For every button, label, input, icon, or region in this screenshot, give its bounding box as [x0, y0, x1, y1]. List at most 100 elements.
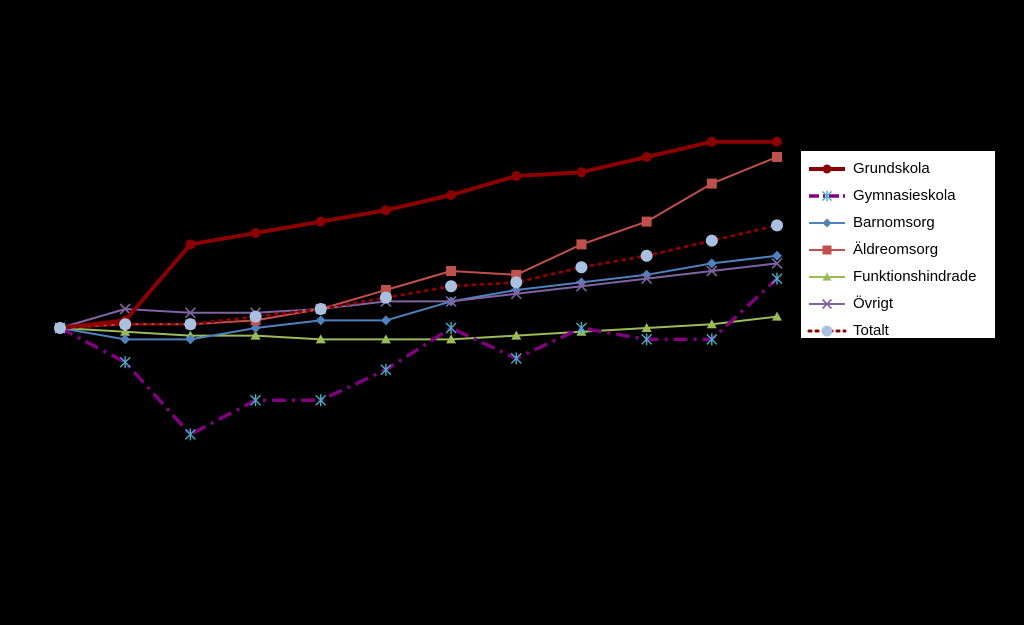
- point--vrigt: [119, 303, 131, 315]
- point--vrigt: [510, 288, 522, 300]
- point--ldreomsorg: [446, 266, 457, 276]
- point-grundskola: [641, 152, 652, 162]
- point--ldreomsorg: [706, 178, 717, 189]
- series-line-barnomsorg: [59, 254, 778, 341]
- point-gymnasieskola: [641, 333, 653, 346]
- point-grundskola: [772, 136, 782, 147]
- point-totalt: [379, 291, 392, 304]
- point--ldreomsorg: [641, 216, 652, 227]
- legend-marker-totalt: [821, 325, 833, 336]
- legend-swatch--ldreomsorg: [809, 245, 845, 254]
- legend-label: Totalt: [853, 322, 889, 339]
- legend-marker-grundskola: [822, 164, 832, 173]
- legend-swatch-grundskola: [809, 164, 845, 173]
- point-grundskola: [380, 205, 391, 216]
- point-grundskola: [185, 239, 196, 250]
- point-barnomsorg: [772, 250, 782, 261]
- legend-item-funktionshindrade: Funktionshindrade: [807, 263, 989, 290]
- point-totalt: [119, 318, 132, 331]
- legend-swatch-barnomsorg: [809, 218, 845, 227]
- legend-label: Funktionshindrade: [853, 268, 977, 285]
- point-grundskola: [315, 216, 326, 227]
- point-totalt: [184, 318, 197, 331]
- series-line--vrigt: [59, 262, 778, 329]
- point-grundskola: [446, 190, 457, 200]
- point-funktionshindrade: [511, 330, 522, 340]
- series-line-grundskola: [59, 139, 777, 330]
- point--ldreomsorg: [511, 269, 522, 280]
- point--vrigt: [184, 307, 196, 319]
- series-line-totalt: [58, 223, 779, 330]
- legend-label: Äldreomsorg: [853, 241, 939, 258]
- legend-label: Gymnasieskola: [853, 187, 956, 204]
- series-layer: [54, 136, 783, 441]
- legend-label: Övrigt: [853, 295, 894, 312]
- point-barnomsorg: [250, 323, 261, 333]
- legend-marker--ldreomsorg: [822, 245, 832, 254]
- point-funktionshindrade: [250, 330, 261, 340]
- series-line-funktionshindrade: [59, 315, 778, 341]
- point-barnomsorg: [185, 334, 196, 345]
- point-totalt: [705, 234, 718, 247]
- point-gymnasieskola: [575, 322, 587, 334]
- point-gymnasieskola: [771, 272, 783, 285]
- point-totalt: [640, 249, 653, 262]
- legend-label: Grundskola: [853, 160, 930, 177]
- point-totalt: [314, 303, 327, 315]
- point-gymnasieskola: [380, 363, 392, 376]
- point-grundskola: [250, 228, 261, 238]
- point--vrigt: [641, 273, 653, 285]
- series-funktionshindrade: [55, 311, 782, 344]
- point--vrigt: [575, 280, 588, 292]
- legend-marker-gymnasieskola: [822, 190, 832, 201]
- point-totalt: [510, 276, 523, 289]
- legend-swatch-gymnasieskola: [809, 190, 845, 201]
- point--vrigt: [706, 265, 718, 277]
- point-gymnasieskola: [250, 394, 262, 407]
- legend-marker-funktionshindrade: [822, 272, 832, 281]
- point-gymnasieskola: [510, 352, 522, 365]
- point-totalt: [771, 219, 783, 232]
- point-gymnasieskola: [706, 333, 718, 346]
- legend-item-gymnasieskola: Gymnasieskola: [807, 182, 989, 209]
- point-grundskola: [576, 167, 587, 178]
- legend-swatch-totalt: [807, 325, 847, 336]
- legend-marker-barnomsorg: [822, 218, 832, 227]
- legend-item-totalt: Totalt: [807, 317, 989, 344]
- point--vrigt: [771, 257, 783, 269]
- series-gymnasieskola: [54, 272, 783, 441]
- point-barnomsorg: [120, 334, 131, 345]
- point-barnomsorg: [641, 269, 652, 280]
- point-funktionshindrade: [120, 326, 131, 336]
- point-funktionshindrade: [772, 311, 782, 321]
- point--ldreomsorg: [772, 152, 782, 162]
- point-barnomsorg: [315, 315, 326, 326]
- point-totalt: [575, 261, 588, 274]
- point-gymnasieskola: [184, 428, 196, 441]
- legend-label: Barnomsorg: [853, 214, 935, 231]
- point--vrigt: [445, 295, 457, 307]
- point-totalt: [249, 310, 262, 323]
- legend-item--vrigt: Övrigt: [807, 290, 989, 317]
- point-funktionshindrade: [446, 334, 457, 344]
- chart-legend: Grundskola Gymnasieskola Barnomsorg Äldreom…: [801, 151, 995, 339]
- series-totalt: [54, 219, 783, 334]
- point-funktionshindrade: [380, 334, 391, 344]
- legend-item--ldreomsorg: Äldreomsorg: [807, 236, 989, 263]
- legend-item-grundskola: Grundskola: [807, 155, 989, 182]
- point-grundskola: [706, 136, 717, 147]
- point--ldreomsorg: [380, 285, 391, 295]
- legend-swatch-funktionshindrade: [809, 272, 845, 281]
- legend-swatch--vrigt: [809, 298, 845, 309]
- legend-marker--vrigt: [821, 298, 833, 309]
- point-barnomsorg: [706, 258, 717, 269]
- point-funktionshindrade: [315, 334, 326, 344]
- point-totalt: [445, 280, 458, 293]
- point-funktionshindrade: [706, 319, 717, 329]
- point--ldreomsorg: [576, 239, 587, 250]
- point-gymnasieskola: [119, 356, 131, 369]
- point-funktionshindrade: [641, 323, 652, 332]
- point-barnomsorg: [380, 315, 391, 326]
- point-barnomsorg: [576, 277, 587, 288]
- series-line-gymnasieskola: [59, 277, 779, 437]
